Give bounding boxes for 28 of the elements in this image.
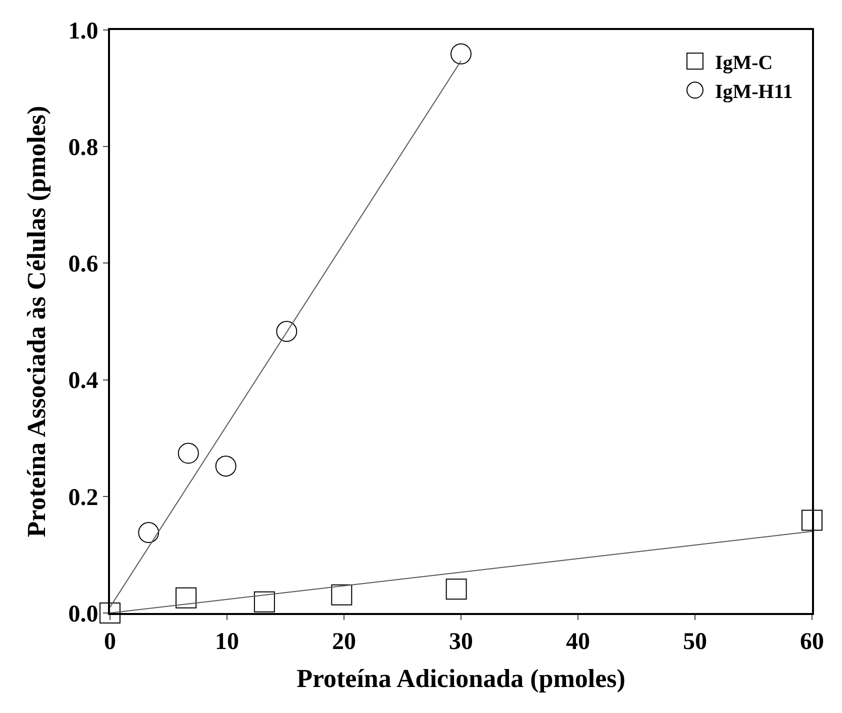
x-tick-label: 20: [332, 628, 356, 655]
point: [100, 602, 120, 624]
legend-label: IgM-C: [714, 52, 773, 74]
legend-label: IgM-H11: [714, 80, 793, 103]
point: [178, 442, 199, 464]
point: [176, 587, 197, 608]
point: [802, 510, 822, 531]
x-tick-label: 50: [683, 628, 707, 655]
x-tick-label: 60: [800, 628, 824, 655]
x-tick-label: 10: [215, 628, 239, 655]
point: [254, 591, 275, 612]
point: [215, 456, 236, 477]
y-axis-title: Proteína Associada às Células (pmoles): [22, 106, 52, 538]
y-tick-label: 0.0: [68, 601, 98, 628]
point: [138, 522, 160, 544]
y-tick-label: 0.2: [68, 484, 98, 511]
y-tick-label: 0.8: [68, 135, 98, 161]
point: [446, 578, 467, 600]
point: [450, 43, 472, 64]
x-axis-title: Proteína Adicionada (pmoles): [296, 664, 626, 693]
x-tick-label: 0: [104, 628, 116, 655]
y-tick-label: 0.4: [68, 368, 98, 394]
point: [276, 320, 298, 342]
y-tick-label: 1.0: [68, 18, 98, 44]
x-tick-label: 30: [449, 628, 473, 655]
y-tick-label: 0.6: [68, 252, 98, 278]
x-tick-label: 40: [566, 628, 590, 655]
point: [331, 584, 352, 606]
